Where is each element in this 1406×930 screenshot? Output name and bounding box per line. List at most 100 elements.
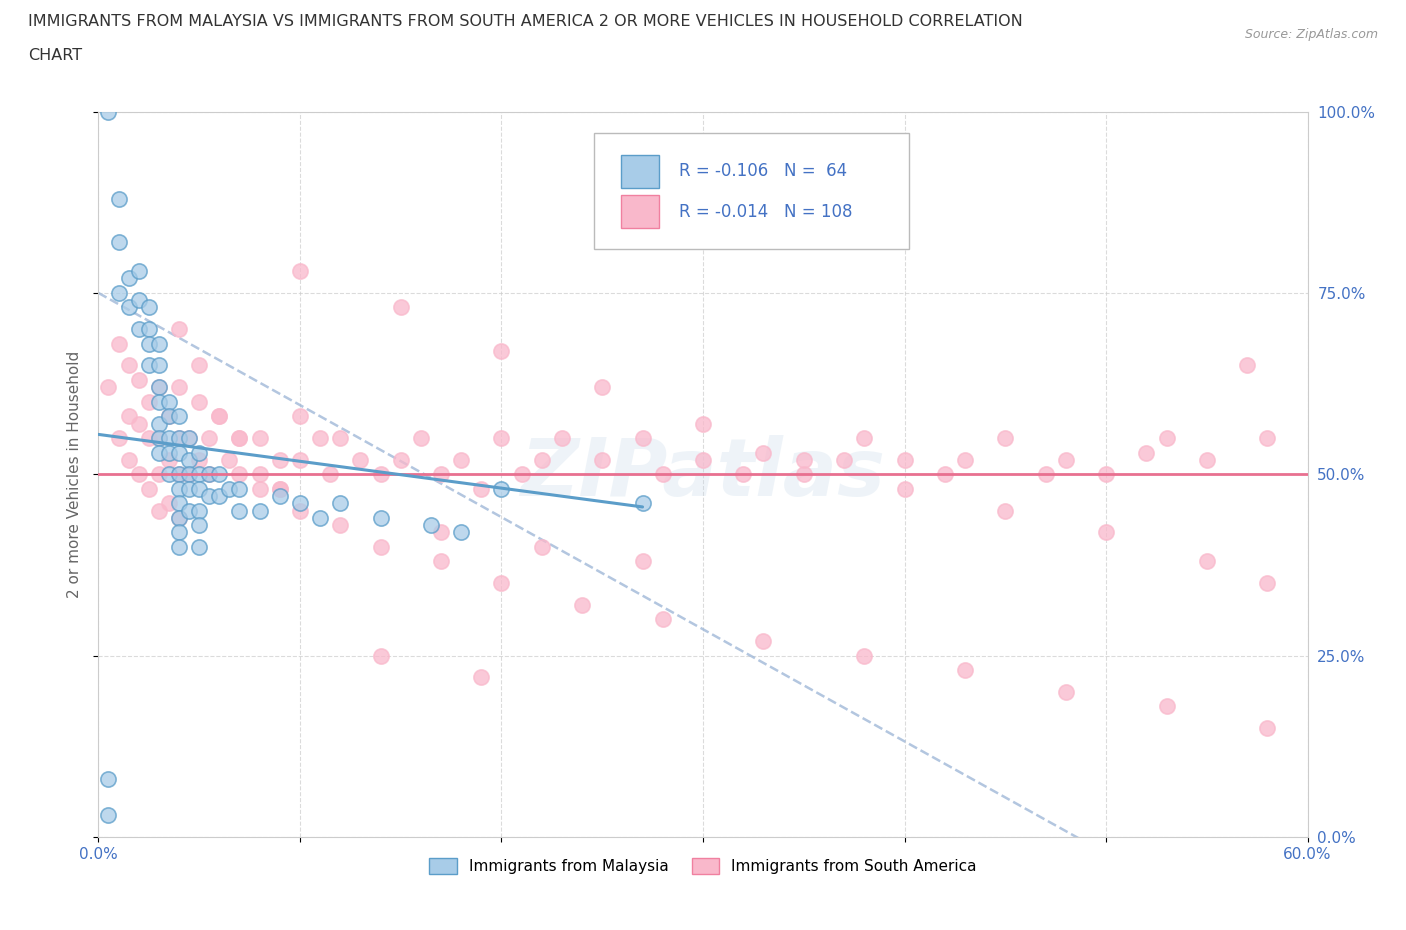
Point [249,503,271,518]
Point [1256,431,1278,445]
Point [179,452,201,467]
Point [128,264,150,279]
Point [288,503,311,518]
Point [138,482,160,497]
Point [1135,445,1157,460]
Point [349,452,371,467]
Point [994,431,1017,445]
Point [128,467,150,482]
Point [138,394,160,409]
Point [591,452,613,467]
Point [97,104,120,119]
Point [188,539,211,554]
Point [167,379,190,394]
Point [138,358,160,373]
Point [218,452,240,467]
Point [551,431,574,445]
Point [167,525,190,539]
Point [329,431,352,445]
Point [1195,452,1218,467]
Point [148,379,170,394]
Point [179,431,201,445]
Point [118,452,141,467]
Point [198,431,221,445]
Point [249,431,271,445]
Point [188,467,211,482]
Point [188,452,211,467]
Point [420,518,443,533]
Text: R = -0.014   N = 108: R = -0.014 N = 108 [679,203,852,220]
Point [389,452,412,467]
Point [157,496,180,511]
Point [157,452,180,467]
Point [329,496,352,511]
Point [179,431,201,445]
Point [128,373,150,388]
Point [179,503,201,518]
Point [179,482,201,497]
Point [793,467,815,482]
Point [430,525,453,539]
Point [188,394,211,409]
Point [97,379,120,394]
Point [148,467,170,482]
Point [409,431,432,445]
Point [148,358,170,373]
Point [167,431,190,445]
FancyBboxPatch shape [621,195,659,228]
Point [832,452,855,467]
Point [167,445,190,460]
Point [370,539,392,554]
Point [167,482,190,497]
Point [288,264,311,279]
Point [167,322,190,337]
Point [370,467,392,482]
Point [249,467,271,482]
Point [1035,467,1057,482]
Point [470,482,492,497]
Point [450,452,472,467]
Point [118,358,141,373]
Point [1054,452,1077,467]
Point [288,496,311,511]
Point [148,416,170,431]
Point [179,467,201,482]
Point [530,452,553,467]
Point [1256,721,1278,736]
Point [167,409,190,424]
Point [107,431,129,445]
Point [1156,699,1178,714]
Point [631,431,654,445]
Point [510,467,533,482]
Point [157,394,180,409]
Point [157,467,180,482]
Point [692,452,714,467]
Point [179,467,201,482]
Point [793,452,815,467]
Point [651,612,673,627]
Point [329,518,352,533]
Point [107,286,129,300]
Point [269,482,291,497]
Point [752,445,775,460]
Point [148,431,170,445]
FancyBboxPatch shape [595,133,908,249]
Point [167,496,190,511]
Point [853,431,876,445]
Point [138,337,160,352]
Point [370,511,392,525]
Point [188,482,211,497]
Point [228,467,250,482]
Point [157,445,180,460]
Point [1054,684,1077,699]
Point [389,300,412,315]
Point [167,467,190,482]
Point [1095,525,1118,539]
Point [157,409,180,424]
Point [118,300,141,315]
Point [591,379,613,394]
Point [309,511,332,525]
Point [148,503,170,518]
Point [1095,467,1118,482]
Text: ZIPatlas: ZIPatlas [520,435,886,513]
